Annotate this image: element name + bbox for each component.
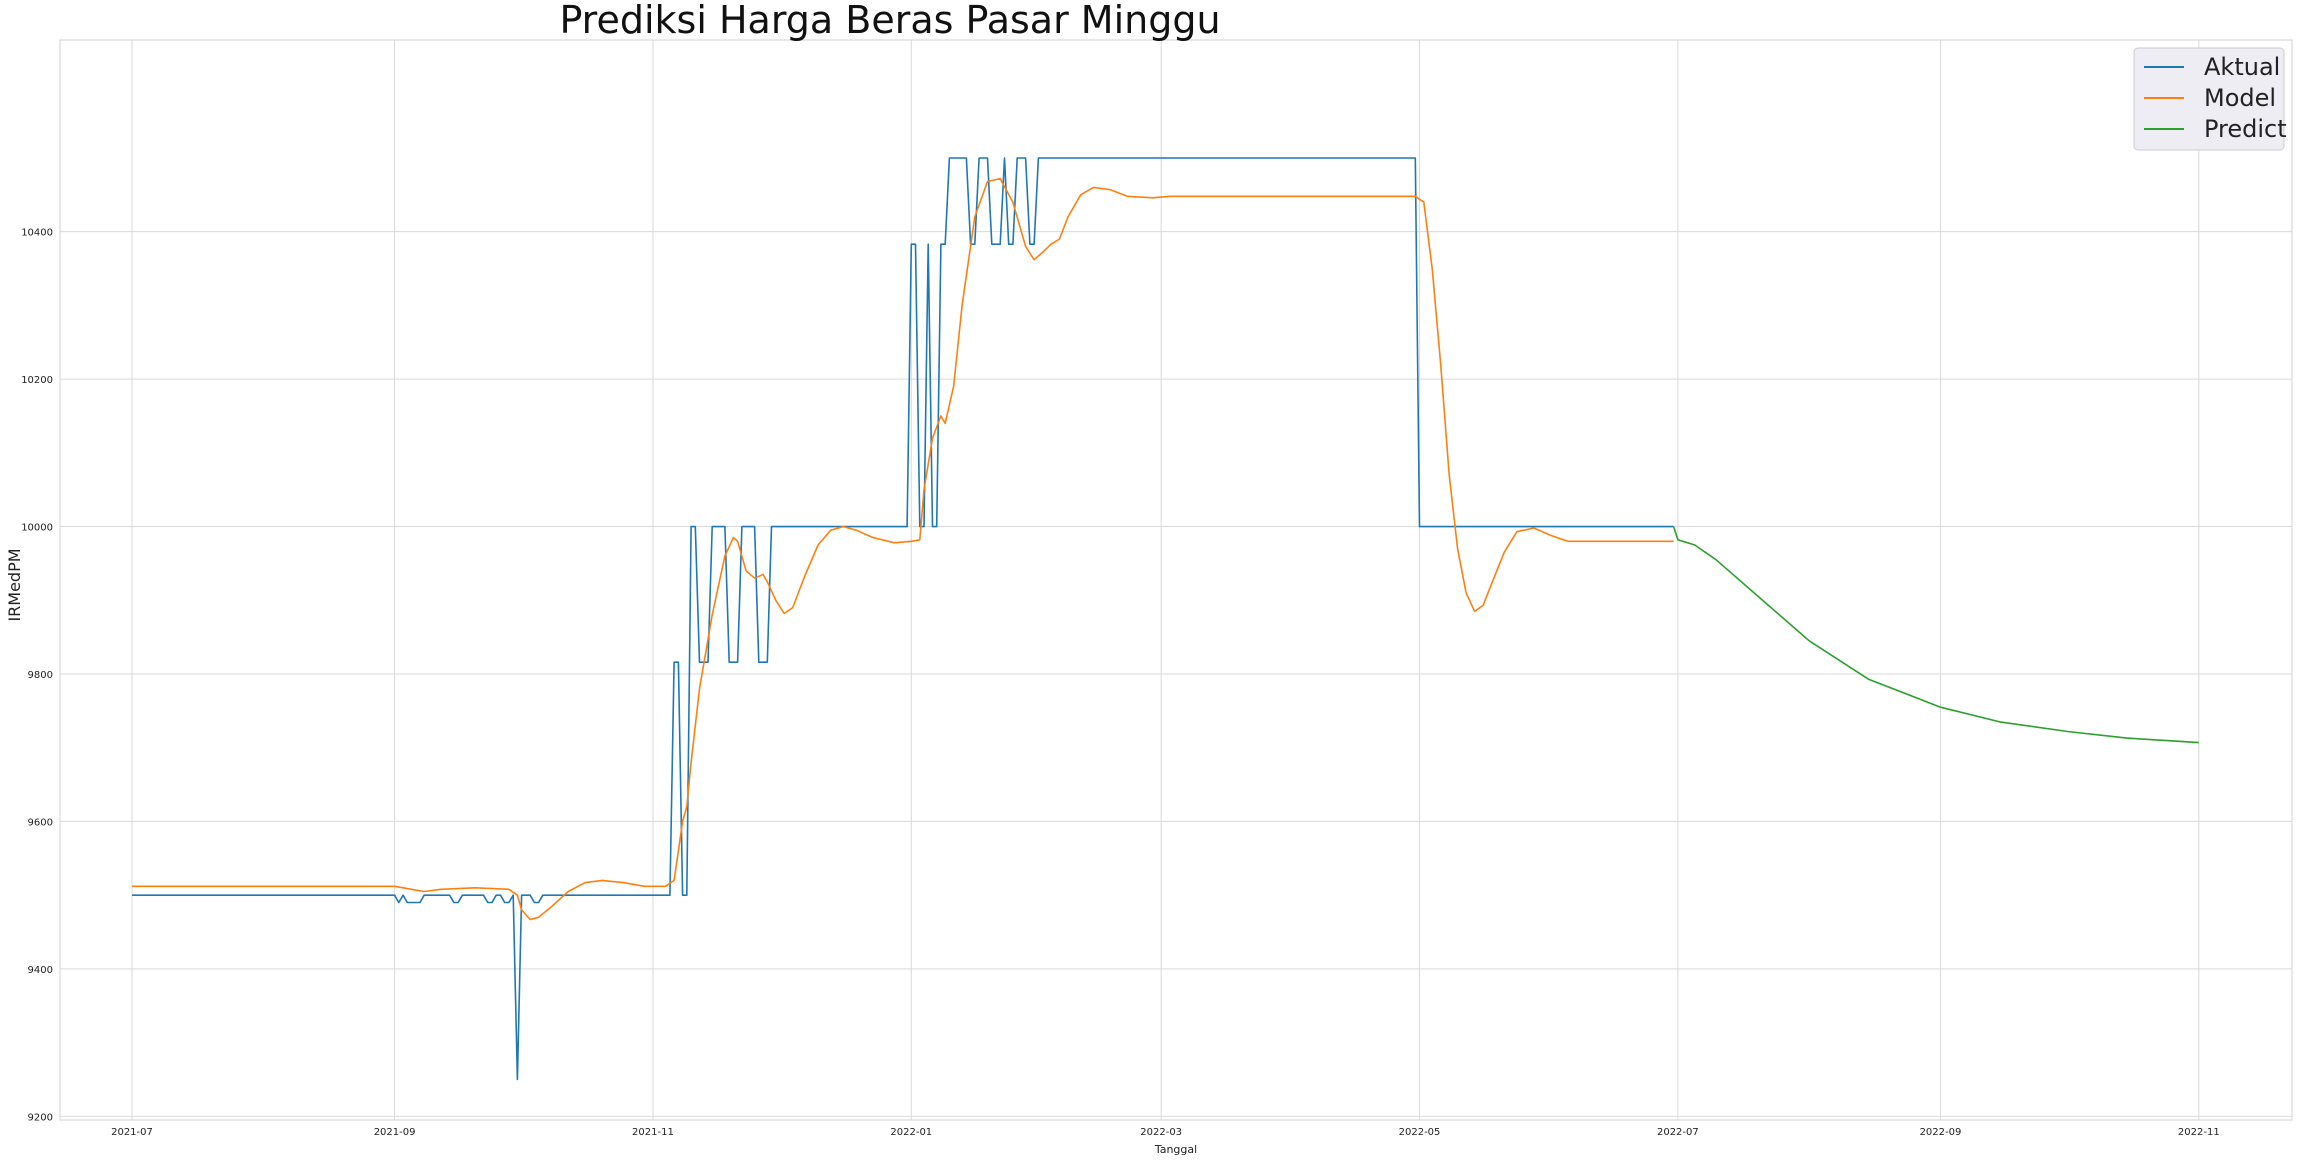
legend: Aktual Model Predict — [2133, 47, 2287, 151]
series-line-predict — [1672, 526, 2199, 744]
legend-label-predict: Predict — [2204, 115, 2287, 143]
x-tick-label: 2022-09 — [1920, 1127, 1962, 1138]
x-axis-label: Tanggal — [1154, 1143, 1197, 1156]
x-tick-label: 2022-01 — [890, 1127, 932, 1138]
legend-label-model: Model — [2204, 84, 2276, 112]
x-tick-label: 2022-03 — [1140, 1127, 1182, 1138]
x-tick-label: 2021-11 — [632, 1127, 674, 1138]
y-tick-label: 10200 — [21, 375, 53, 386]
y-tick-labels: 9200 9400 9600 9800 10000 10200 10400 — [21, 228, 53, 1124]
y-axis-label: IRMedPM — [5, 548, 24, 621]
legend-box — [2133, 47, 2285, 151]
y-tick-label: 9200 — [28, 1112, 53, 1123]
series-line-model — [132, 177, 1674, 921]
y-tick-label: 10400 — [21, 228, 53, 239]
plot-frame — [59, 39, 2293, 1121]
x-tick-labels: 2021-07 2021-09 2021-11 2022-01 2022-03 2022-… — [111, 1127, 2220, 1138]
plot-area — [60, 40, 2292, 1120]
x-tick-label: 2022-11 — [2178, 1127, 2220, 1138]
legend-label-aktual: Aktual — [2204, 53, 2280, 81]
chart-title: Prediksi Harga Beras Pasar Minggu — [559, 0, 1220, 42]
x-tick-label: 2022-07 — [1657, 1127, 1699, 1138]
series-line-aktual — [132, 157, 1674, 1081]
y-tick-label: 9800 — [28, 670, 53, 681]
x-tick-label: 2021-07 — [111, 1127, 153, 1138]
x-tick-label: 2022-05 — [1399, 1127, 1441, 1138]
grid — [60, 40, 2292, 1120]
x-tick-label: 2021-09 — [374, 1127, 416, 1138]
y-tick-label: 9400 — [28, 965, 53, 976]
series-layer — [132, 157, 2199, 1081]
y-tick-label: 10000 — [21, 523, 53, 534]
y-tick-label: 9600 — [28, 817, 53, 828]
